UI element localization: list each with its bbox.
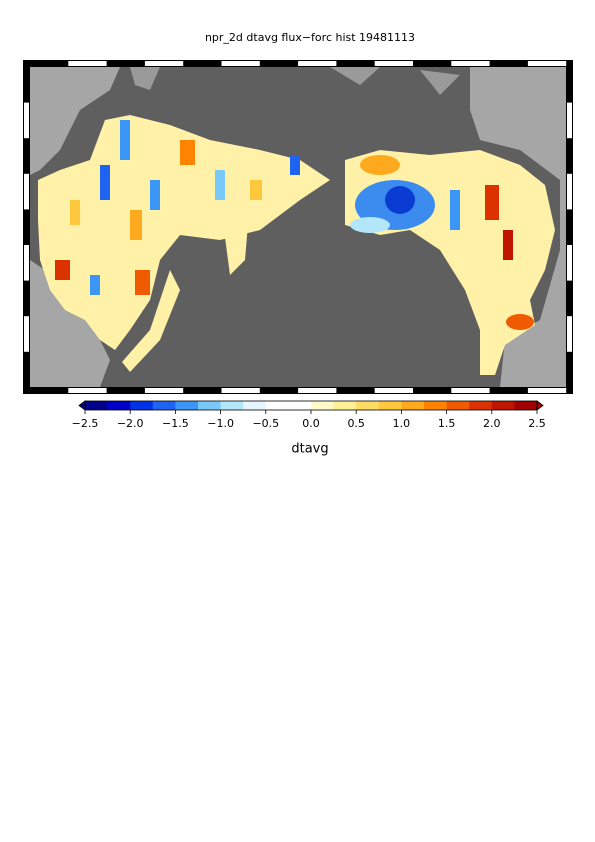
colorbar-tick-label: −2.5 <box>72 417 99 430</box>
colorbar-arrow <box>78 400 86 411</box>
colorbar-segment <box>243 401 267 410</box>
check <box>24 173 29 210</box>
check <box>298 61 337 66</box>
colorbar-tick-label: 0.5 <box>347 417 365 430</box>
check <box>221 388 260 393</box>
check <box>144 388 184 393</box>
field <box>38 115 330 350</box>
land <box>470 67 566 387</box>
colorbar-segment <box>85 401 108 410</box>
colorbar-segment <box>514 401 538 410</box>
colorbar-segment <box>311 401 334 410</box>
check <box>68 61 107 66</box>
check <box>374 61 413 66</box>
check <box>567 245 572 281</box>
colorbar-label: dtavg <box>291 442 328 457</box>
colorbar-segment <box>491 401 515 410</box>
border-checks <box>24 61 572 393</box>
check <box>567 173 572 210</box>
check <box>68 388 107 393</box>
check <box>298 388 337 393</box>
colorbar-tick-label: −1.0 <box>207 417 234 430</box>
check <box>24 245 29 281</box>
colorbar-segment <box>356 401 380 410</box>
colorbar-arrow <box>536 400 544 411</box>
colorbar-segment <box>220 401 244 410</box>
colorbar-segment <box>152 401 176 410</box>
colorbar-tick-label: −1.5 <box>162 417 189 430</box>
field-patches <box>55 120 534 330</box>
colorbar-tick-label: −0.5 <box>252 417 279 430</box>
colorbar-segment <box>469 401 493 410</box>
land <box>30 67 120 175</box>
colorbar-tick-label: 1.0 <box>393 417 411 430</box>
colorbar-segment <box>446 401 470 410</box>
check <box>527 388 567 393</box>
colorbar-segment <box>288 401 312 410</box>
colorbar-tick-label: 2.5 <box>528 417 546 430</box>
colorbar-segment <box>175 401 199 410</box>
check <box>221 61 260 66</box>
colorbar-segment <box>424 401 447 410</box>
colorbar-segment <box>333 401 357 410</box>
field <box>122 200 250 372</box>
map-title: npr_2d dtavg flux−forc hist 19481113 <box>205 31 415 44</box>
colorbar-segment <box>378 401 402 410</box>
check <box>527 61 567 66</box>
land <box>30 260 110 387</box>
check <box>374 388 413 393</box>
check <box>24 316 29 352</box>
colorbar-segment <box>265 401 289 410</box>
check <box>144 61 184 66</box>
check <box>567 102 572 139</box>
check <box>567 316 572 352</box>
colorbar-segment <box>198 401 221 410</box>
colorbar-segment <box>107 401 131 410</box>
colorbar-tick-label: 0.0 <box>302 417 320 430</box>
colorbar-segment <box>401 401 425 410</box>
map <box>23 60 573 394</box>
colorbar-tick-label: 2.0 <box>483 417 501 430</box>
colorbar: −2.5 −2.0 −1.5 −1.0 −0.5 0.0 0.5 1.0 1.5 2.0 2.5 <box>72 400 546 430</box>
colorbar-tick-label: 1.5 <box>438 417 456 430</box>
colorbar-tick-label: −2.0 <box>117 417 144 430</box>
check <box>451 61 490 66</box>
check <box>451 388 490 393</box>
colorbar-segment <box>130 401 154 410</box>
check <box>24 102 29 139</box>
